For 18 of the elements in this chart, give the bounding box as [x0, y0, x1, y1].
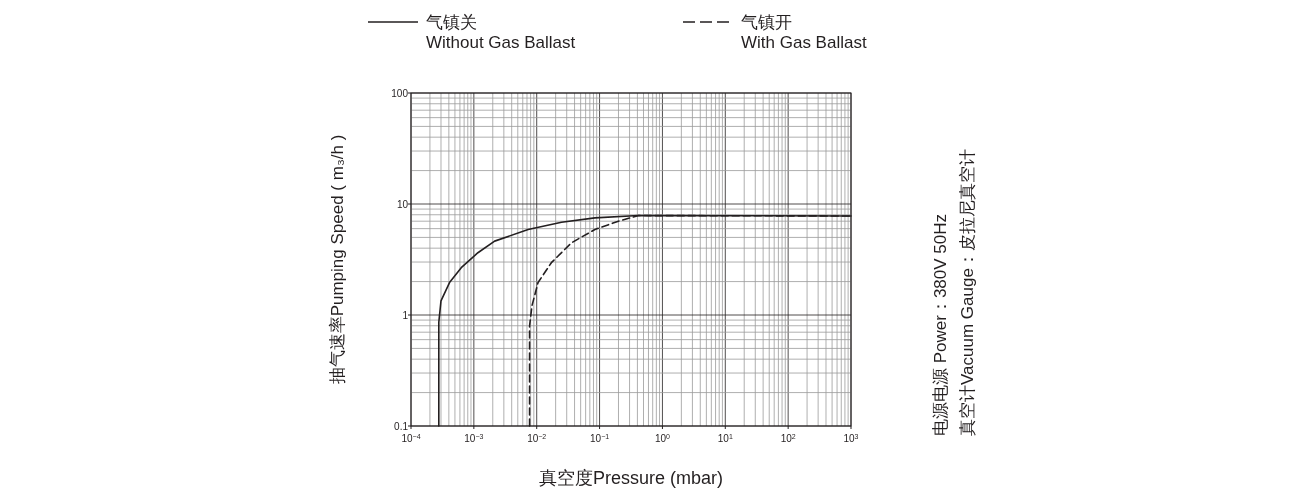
- x-tick-label: 10$^{0}$: [654, 432, 671, 444]
- x-tick-label: 10$^{−1}$: [590, 432, 610, 444]
- x-tick-label: 10$^{−3}$: [464, 432, 484, 444]
- y-axis-title: 抽气速率Pumping Speed ( m₃/h ): [328, 134, 347, 385]
- y-tick-label: 1: [402, 310, 409, 321]
- legend-label: 气镇开 With Gas Ballast: [741, 13, 867, 52]
- y-tick-label: 10: [396, 199, 409, 210]
- x-tick-label: 10$^{−4}$: [401, 432, 421, 444]
- x-tick-label: 10$^{2}$: [780, 432, 796, 444]
- x-tick-label: 10$^{3}$: [843, 432, 859, 444]
- y-tick-label: 100: [391, 88, 409, 99]
- y-tick-label: 0.1: [394, 421, 409, 432]
- x-tick-label: 10$^{−2}$: [527, 432, 547, 444]
- x-axis-title: 真空度Pressure (mbar): [538, 468, 724, 488]
- legend-label: 气镇关 Without Gas Ballast: [426, 13, 576, 52]
- text: 电源电源 Power：380V 50Hz: [931, 213, 950, 436]
- text: 真空计Vacuum Gauge：皮拉尼真空计: [958, 149, 977, 436]
- x-tick-label: 10$^{1}$: [717, 432, 733, 444]
